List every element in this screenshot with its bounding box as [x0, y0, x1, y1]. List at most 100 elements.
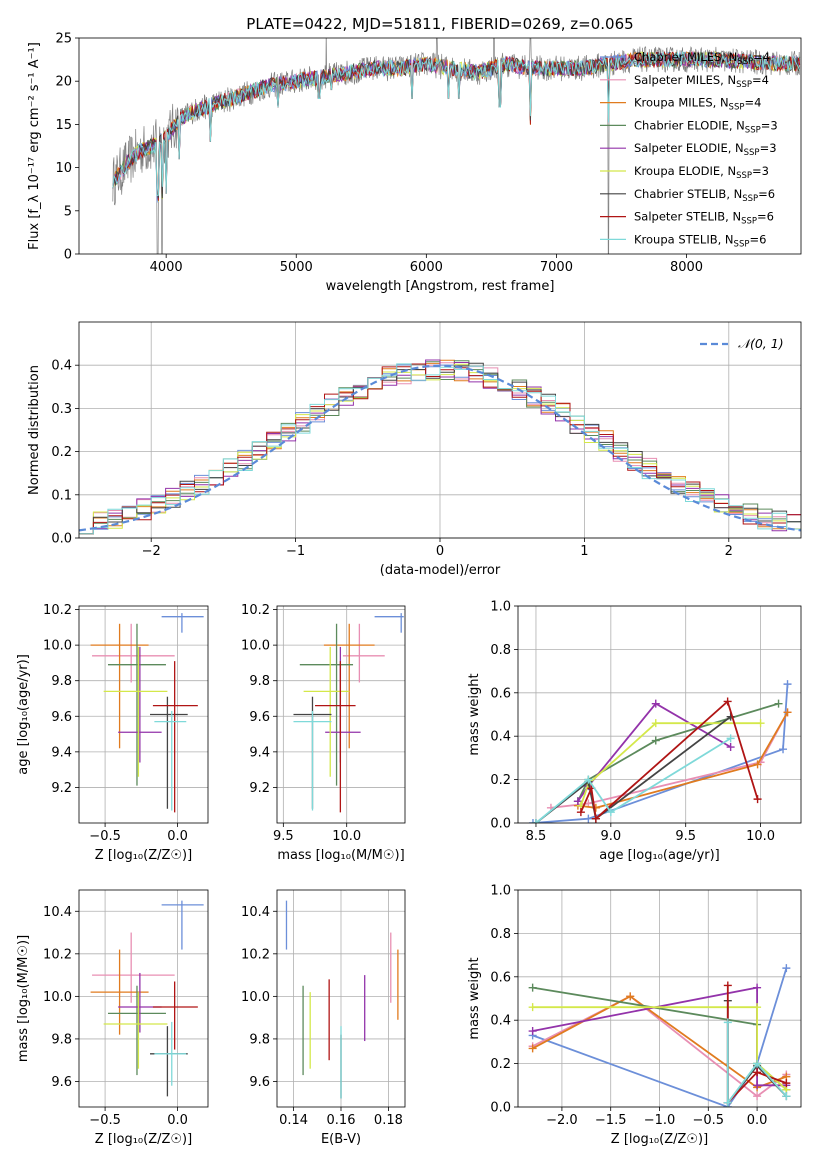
y-tick-label: 0.2 [490, 1057, 511, 1072]
data-point [528, 1044, 537, 1053]
histogram-kroupa-stelib [79, 363, 801, 535]
y-tick-label: 9.8 [51, 674, 72, 689]
data-point [528, 1027, 537, 1036]
y-tick-label: 10.2 [43, 603, 72, 618]
normal-curve [79, 364, 801, 532]
data-point [782, 1079, 791, 1088]
data-point [584, 814, 593, 823]
y-axis-label: Normed distribution [27, 365, 42, 495]
y-tick-label: 0.4 [51, 359, 72, 374]
errorbar-point [161, 613, 204, 633]
x-axis-label: Z [log₁₀(Z/Z☉)] [95, 848, 192, 863]
y-tick-label: 10.4 [241, 905, 270, 920]
x-tick-label: 7000 [540, 260, 573, 275]
y-tick-label: 1.0 [490, 600, 511, 615]
legend-label: Kroupa ELODIE, NSSP=3 [634, 164, 769, 181]
data-point [591, 814, 600, 823]
data-point [576, 808, 585, 817]
x-tick-label: −1 [286, 544, 305, 559]
axes-frame [78, 37, 802, 255]
axes-frame [78, 605, 209, 824]
y-axis-label: mass [log₁₀(M/M☉)] [16, 935, 31, 1062]
age-vs-metallicity-panel: −0.5 0.0 9.2 9.4 9.6 9.8 10.0 10.2 Z [log₁₀(Z/Z☉… [16, 603, 209, 863]
data-point [782, 1092, 791, 1101]
x-tick-label: 9.0 [600, 829, 621, 844]
y-tick-label: 0.0 [490, 817, 511, 832]
y-tick-label: 0.2 [51, 445, 72, 460]
errorbar-point [293, 710, 332, 811]
y-tick-label: 0 [64, 248, 72, 263]
y-tick-label: 9.6 [51, 710, 72, 725]
x-axis-label: mass [log₁₀(M/M☉)] [277, 848, 404, 863]
data-point [584, 775, 593, 784]
data-point [779, 745, 788, 754]
data-point [753, 1092, 762, 1101]
mass-weight-vs-age-panel: 8.5 9.0 9.5 10.0 0.0 0.2 0.4 0.6 0.8 1.0 age [log₁… [467, 600, 802, 863]
y-axis-label: mass weight [467, 957, 482, 1039]
age-vs-mass-panel: 9.5 10.0 9.2 9.4 9.6 9.8 10.0 10.2 mass [log₁₀(M… [241, 603, 406, 863]
errorbar-point [107, 623, 166, 786]
x-tick-label: 1 [580, 544, 588, 559]
y-tick-label: 9.8 [249, 1032, 270, 1047]
series-line [532, 1006, 787, 1091]
mass-vs-extinction-panel: 0.14 0.16 0.18 9.6 9.8 10.0 10.2 10.4 E(B-V) [241, 889, 406, 1147]
x-tick-label: 8000 [670, 260, 703, 275]
mass-weight-vs-metallicity-panel: −2.0 −1.5 −1.0 −0.5 0.0 0.0 0.2 0.4 0.6 0.8 1.0 Z [… [467, 884, 802, 1147]
x-tick-label: 0.18 [374, 1113, 403, 1128]
legend-label: 𝒩(0, 1) [738, 336, 784, 351]
x-tick-label: 10.0 [746, 829, 775, 844]
x-tick-label: −0.5 [693, 1113, 725, 1128]
data-point [573, 797, 582, 806]
data-point [651, 699, 660, 708]
plot-area [293, 613, 404, 813]
x-tick-label: 0 [436, 544, 444, 559]
y-tick-label: 0.4 [490, 730, 511, 745]
x-tick-label: −1.0 [644, 1113, 676, 1128]
y-tick-label: 15 [55, 118, 72, 133]
legend-label: Kroupa STELIB, NSSP=6 [634, 232, 766, 249]
y-axis-label: mass weight [467, 673, 482, 755]
x-axis-label: (data-model)/error [380, 563, 501, 578]
errorbar-point [90, 623, 149, 749]
errorbar-point [303, 646, 350, 777]
data-point [723, 981, 732, 990]
errorbar-point [103, 992, 168, 1069]
plot-area [285, 900, 399, 1099]
residual-histogram-panel: −2 −1 0 1 2 0.0 0.1 0.2 0.3 0.4 (data-model)/error… [27, 321, 802, 578]
plot-area [112, 38, 801, 254]
data-point [651, 719, 660, 728]
y-tick-label: 5 [64, 204, 72, 219]
data-point [756, 719, 765, 728]
errorbar-point [299, 623, 354, 786]
errorbar-point [118, 646, 162, 763]
errorbar-point [154, 1021, 187, 1086]
data-point [774, 699, 783, 708]
errorbar-point [374, 613, 404, 633]
data-point [753, 1003, 762, 1012]
series-line [580, 722, 761, 806]
y-tick-label: 0.6 [490, 686, 511, 701]
x-axis-label: E(B-V) [321, 1132, 361, 1147]
errorbar-point [161, 900, 204, 950]
data-point [528, 1003, 537, 1012]
y-tick-label: 9.6 [51, 1075, 72, 1090]
y-tick-label: 9.4 [51, 745, 72, 760]
y-tick-label: 10.2 [241, 947, 270, 962]
plot-area [528, 964, 791, 1107]
data-point [753, 1081, 762, 1090]
y-tick-label: 0.6 [490, 970, 511, 985]
x-tick-label: 8.5 [526, 829, 547, 844]
series-line [726, 1022, 788, 1106]
series-line [577, 702, 779, 802]
x-tick-label: −2 [142, 544, 161, 559]
data-point [723, 1018, 732, 1027]
x-tick-label: 9.5 [675, 829, 696, 844]
x-tick-label: −2.0 [546, 1113, 578, 1128]
y-tick-label: 9.2 [51, 781, 72, 796]
series-line [535, 737, 732, 823]
plot-area [90, 900, 204, 1097]
errorbar-point [103, 646, 168, 777]
errorbar-point [152, 661, 198, 813]
legend-label: Chabrier STELIB, NSSP=6 [634, 187, 775, 204]
y-tick-label: 9.8 [249, 674, 270, 689]
